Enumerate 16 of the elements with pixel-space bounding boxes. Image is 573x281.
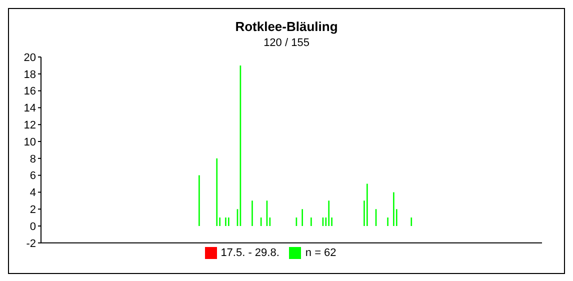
y-tick-label: 6 <box>30 170 36 182</box>
y-tick-label: 16 <box>24 86 36 98</box>
y-tick-label: 0 <box>30 220 36 233</box>
chart-subtitle: 120 / 155 <box>262 37 310 49</box>
y-tick-label: -2 <box>26 238 36 250</box>
y-tick-label: 4 <box>30 187 36 200</box>
y-tick-label: 12 <box>24 120 36 132</box>
y-tick-label: 2 <box>30 204 36 216</box>
chart-title: Rotklee-Bläuling <box>234 19 339 34</box>
legend-label: n = 62 <box>305 246 336 259</box>
y-tick-label: 20 <box>24 52 36 64</box>
legend-label: 17.5. - 29.8. <box>220 246 280 259</box>
y-tick-label: 8 <box>30 153 36 166</box>
y-tick-label: 10 <box>24 136 36 148</box>
y-tick-label: 18 <box>24 68 36 81</box>
y-tick-label: 14 <box>24 102 36 115</box>
